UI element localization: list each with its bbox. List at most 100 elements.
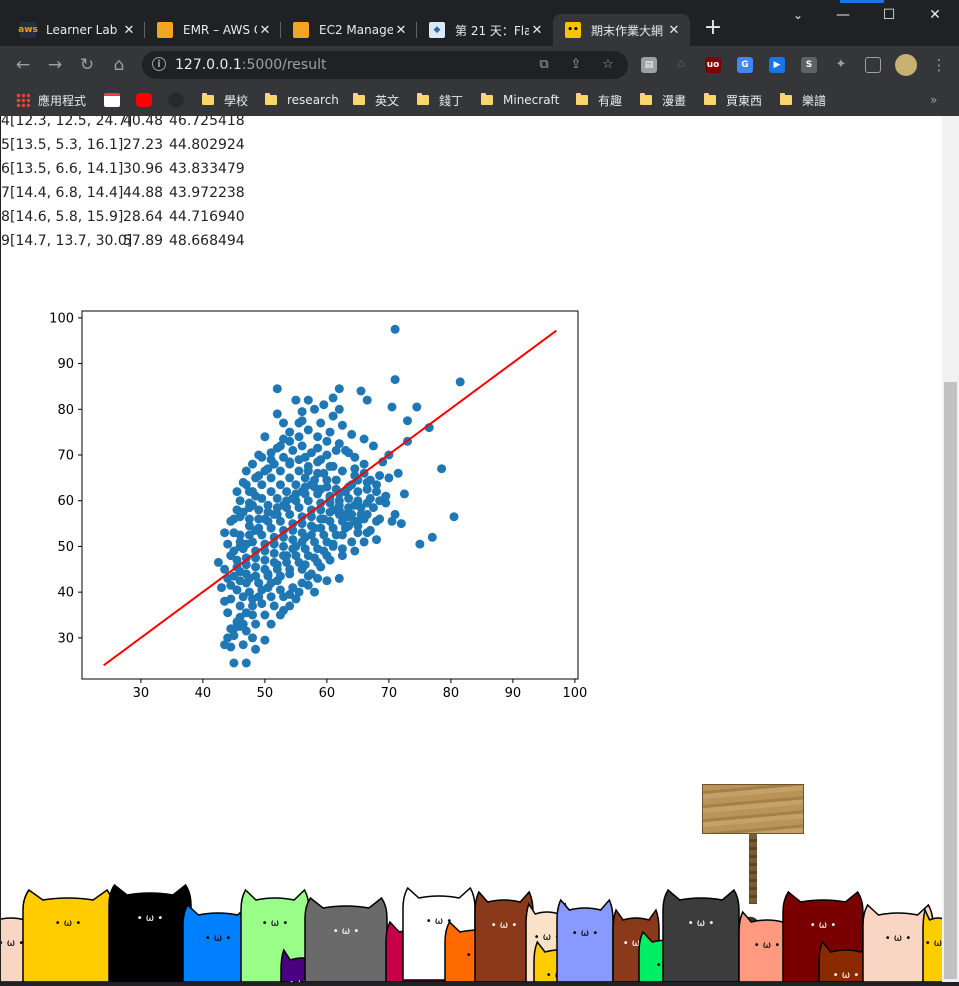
sidebar-icon[interactable] bbox=[865, 57, 881, 73]
bookmark-gmail[interactable] bbox=[104, 91, 128, 109]
scatter-point bbox=[390, 509, 400, 519]
home-icon[interactable]: ⌂ bbox=[113, 55, 125, 75]
scrollbar-thumb[interactable] bbox=[944, 382, 957, 979]
address-bar[interactable]: i 127.0.0.1:5000/result ⧉ ⇪ ☆ bbox=[142, 51, 628, 79]
scatter-point bbox=[226, 580, 236, 590]
folder-icon bbox=[353, 93, 365, 105]
bookmark-minecraft[interactable]: Minecraft bbox=[481, 91, 559, 109]
bookmark-fun[interactable]: 有趣 bbox=[576, 91, 622, 109]
table-cell-actual: 28.64 bbox=[123, 209, 164, 225]
translate-icon[interactable]: ⧉ bbox=[539, 57, 549, 72]
x-tick-label: 100 bbox=[562, 686, 587, 701]
scatter-point bbox=[350, 452, 360, 462]
tab-final-project[interactable]: •• 期末作業大網 ✕ bbox=[553, 14, 690, 46]
bookmark-youtube[interactable] bbox=[136, 91, 160, 109]
avatar[interactable] bbox=[895, 54, 917, 76]
scatter-point bbox=[241, 569, 251, 579]
scatter-point bbox=[251, 571, 261, 581]
fit-line bbox=[103, 329, 557, 667]
scatter-point bbox=[266, 592, 276, 602]
folder-icon bbox=[265, 93, 277, 105]
maximize-button[interactable]: ☐ bbox=[882, 7, 896, 23]
scatter-point bbox=[341, 445, 350, 455]
cats-decoration: • ω • • ω • • ω • • ω • • ω • • ω • • ω • • ω •… bbox=[1, 883, 942, 982]
bookmark-qianding[interactable]: 錢丁 bbox=[417, 91, 463, 109]
close-icon[interactable]: ✕ bbox=[395, 22, 407, 38]
printer-extension-icon[interactable]: ▤ bbox=[641, 57, 657, 73]
scatter-point bbox=[229, 624, 239, 634]
bookmark-shopping[interactable]: 買東西 bbox=[704, 91, 762, 109]
scatter-point bbox=[362, 395, 372, 405]
scatter-point bbox=[399, 489, 409, 499]
minimize-button[interactable]: — bbox=[836, 7, 850, 23]
scatter-point bbox=[294, 557, 304, 567]
bookmark-english[interactable]: 英文 bbox=[353, 91, 399, 109]
scatter-point bbox=[241, 539, 251, 549]
folder-icon bbox=[704, 93, 716, 105]
scatter-point bbox=[437, 464, 447, 474]
scatter-point bbox=[303, 551, 313, 561]
bookmark-research[interactable]: research bbox=[265, 91, 339, 109]
bookmark-github[interactable] bbox=[168, 91, 192, 109]
close-icon[interactable]: ✕ bbox=[123, 22, 135, 38]
close-window-button[interactable]: ✕ bbox=[929, 7, 941, 23]
bookmark-sheet-music[interactable]: 樂譜 bbox=[780, 91, 826, 109]
share-icon[interactable]: ⇪ bbox=[570, 57, 582, 72]
info-icon[interactable]: i bbox=[152, 57, 166, 71]
bookmark-star-icon[interactable]: ☆ bbox=[602, 57, 614, 72]
scatter-point bbox=[288, 519, 298, 529]
tab-learner-lab[interactable]: aws Learner Lab ✕ bbox=[8, 14, 145, 46]
puzzle-icon[interactable]: ✦ bbox=[835, 57, 847, 72]
bookmarks-overflow-icon[interactable]: » bbox=[930, 93, 938, 107]
reload-icon[interactable]: ↻ bbox=[79, 55, 95, 75]
screen-extension-icon[interactable]: ▶ bbox=[769, 57, 785, 73]
new-tab-button[interactable]: + bbox=[703, 15, 723, 40]
table-cell-idx: 8 bbox=[1, 209, 10, 225]
close-icon[interactable]: ✕ bbox=[668, 22, 680, 38]
tab-flask[interactable]: ◆ 第 21 天：Fla ✕ bbox=[417, 14, 553, 46]
y-tick-label: 30 bbox=[57, 631, 74, 646]
y-tick-label: 90 bbox=[57, 357, 74, 372]
cat-face: • ω • bbox=[426, 916, 453, 927]
close-icon[interactable]: ✕ bbox=[531, 22, 543, 38]
tab-emr[interactable]: EMR – AWS C ✕ bbox=[145, 14, 281, 46]
tab-ec2[interactable]: EC2 Manage ✕ bbox=[281, 14, 417, 46]
forward-icon[interactable]: → bbox=[47, 55, 63, 75]
scatter-point bbox=[266, 523, 276, 533]
scatter-point bbox=[297, 512, 307, 522]
cat bbox=[862, 903, 934, 982]
recycle-extension-icon[interactable]: ♺ bbox=[676, 60, 686, 70]
scatter-point bbox=[220, 564, 230, 574]
table-cell-pred: 48.668494 bbox=[169, 233, 245, 249]
folder-icon bbox=[417, 93, 429, 105]
menu-icon[interactable]: ⋮ bbox=[931, 56, 947, 74]
scatter-point bbox=[238, 592, 248, 602]
scatter-point bbox=[393, 468, 403, 478]
scatter-point bbox=[260, 539, 270, 549]
tab-search-icon[interactable]: ⌄ bbox=[792, 8, 804, 22]
scatter-point bbox=[316, 418, 326, 428]
bookmark-manga[interactable]: 漫畫 bbox=[640, 91, 686, 109]
scatter-point bbox=[285, 457, 295, 467]
close-icon[interactable]: ✕ bbox=[259, 22, 271, 38]
scatter-points bbox=[213, 324, 465, 668]
scatter-point bbox=[217, 583, 226, 593]
s-extension-icon[interactable]: S bbox=[801, 57, 817, 73]
scatter-point bbox=[387, 402, 397, 412]
cat-face: • ω • bbox=[491, 920, 518, 931]
scatter-point bbox=[285, 564, 295, 574]
scatter-point bbox=[241, 553, 251, 563]
flask-icon: ◆ bbox=[429, 22, 445, 38]
scatter-point bbox=[372, 480, 381, 490]
scatter-point bbox=[353, 528, 363, 538]
google-translate-icon[interactable]: G bbox=[737, 57, 753, 73]
bookmark-school[interactable]: 學校 bbox=[202, 91, 248, 109]
back-icon[interactable]: ← bbox=[15, 55, 31, 75]
scatter-point bbox=[310, 587, 319, 597]
y-axis-ticks: 30 40 50 60 70 80 90 100 bbox=[49, 311, 82, 646]
url-text[interactable]: 127.0.0.1:5000/result bbox=[175, 57, 327, 73]
bookmark-apps[interactable]: 應用程式 bbox=[16, 91, 86, 109]
scrollbar[interactable] bbox=[942, 116, 959, 982]
ublock-icon[interactable]: uo bbox=[705, 57, 721, 73]
scatter-point bbox=[322, 537, 332, 547]
